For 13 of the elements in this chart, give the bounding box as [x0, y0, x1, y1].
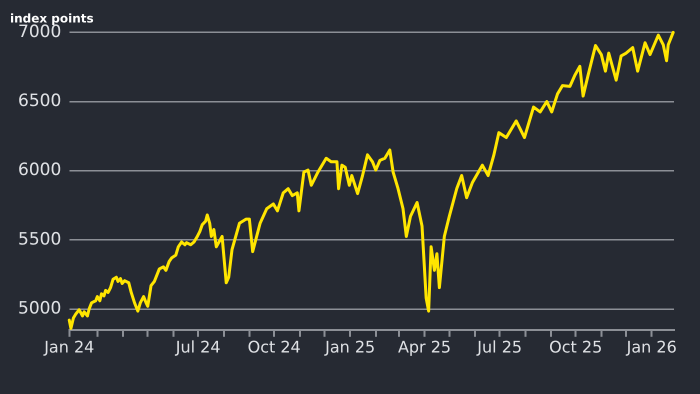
x-tick-label: Jan 25 — [324, 338, 376, 357]
x-tick-label: Jul 25 — [476, 338, 522, 357]
x-tick-label: Jan 24 — [43, 338, 94, 357]
y-tick-label: 5000 — [18, 298, 62, 318]
x-tick-label: Apr 25 — [398, 338, 452, 357]
x-tick-label: Jan 26 — [626, 338, 677, 357]
y-tick-label: 5500 — [18, 229, 62, 250]
y-tick-label: 6000 — [18, 160, 62, 180]
x-tick-label: Jul 24 — [174, 338, 221, 357]
y-tick-label: 6500 — [18, 90, 62, 111]
x-tick-label: Oct 25 — [549, 338, 602, 357]
x-tick-label: Oct 24 — [248, 338, 301, 357]
chart-title: index points — [10, 11, 94, 26]
